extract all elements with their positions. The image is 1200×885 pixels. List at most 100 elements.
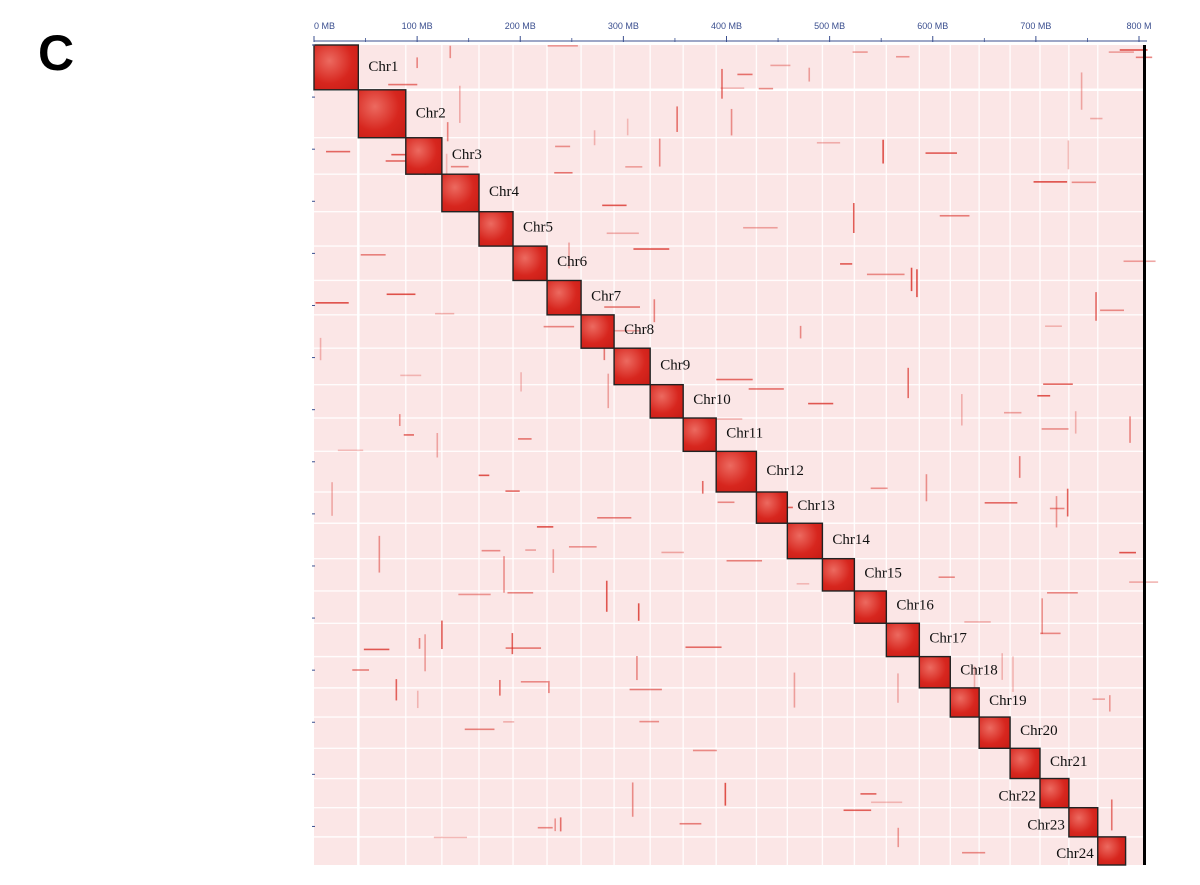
chromosome-label-chr15: Chr15 [864,565,902,581]
chromosome-label-chr10: Chr10 [693,392,731,408]
chromosome-label-chr14: Chr14 [832,532,870,548]
chromosome-label-chr24: Chr24 [1056,846,1094,862]
contact-signal-streak [464,728,495,731]
contact-signal-streak [1108,51,1134,53]
chromosome-block-chr14 [786,522,824,560]
contact-signal-streak [593,130,596,146]
chromosome-label-chr11: Chr11 [726,425,763,441]
contact-signal-streak [552,549,555,573]
chromosome-block-chr9 [613,347,651,386]
x-axis-tick-label: 600 MB [917,21,948,31]
contact-signal-streak [743,226,778,229]
contact-signal-streak [543,325,575,328]
contact-signal-streak [1043,383,1073,385]
x-axis-tick-label: 300 MB [608,21,639,31]
contact-signal-streak [637,603,640,621]
contact-signal-streak [478,474,490,477]
chromosome-label-chr17: Chr17 [929,631,967,647]
contact-signal-streak [499,679,501,696]
x-axis-tick-label: 200 MB [505,21,536,31]
chromosome-block-chr10 [649,383,684,419]
contact-signal-streak [1119,551,1136,554]
contact-signal-streak [925,474,928,502]
contact-signal-streak [603,329,640,332]
contact-signal-streak [721,68,723,99]
contact-signal-streak [1109,695,1111,712]
contact-signal-streak [395,679,398,701]
contact-signal-streak [441,620,443,650]
contact-signal-streak [1040,632,1061,635]
contact-signal-streak [360,254,386,256]
contact-signal-streak [714,418,743,420]
contact-signal-streak [400,374,422,377]
chromosome-label-chr23: Chr23 [1027,818,1065,834]
chromosome-block-chr7 [546,279,582,316]
chromosome-labels: Chr1 Chr2 Chr3 Chr4 Chr5 Chr6 Chr7 Chr8 Chr9 Chr1… [368,59,1094,862]
x-axis-tick-label: 500 MB [814,21,845,31]
contact-signal-streak [424,634,426,672]
chromosome-label-chr13: Chr13 [797,498,835,514]
contact-signal-streak [984,502,1018,504]
contact-signal-streak [547,45,578,47]
x-axis-tick-label: 100 MB [402,21,433,31]
chromosome-block-chr20 [978,716,1011,750]
chromosome-blocks [313,44,1127,866]
contact-signal-streak [416,57,418,69]
contact-signal-streak [758,87,774,90]
contact-signal-streak [897,827,900,848]
contact-signal-streak [720,87,745,89]
chromosome-label-chr20: Chr20 [1020,723,1058,739]
contact-signal-streak [1092,698,1105,700]
contact-signal-streak [730,108,733,136]
contact-signal-streak [852,203,855,233]
contact-signal-streak [1033,181,1068,183]
chromosome-block-chr11 [682,417,717,453]
contact-signal-streak [939,214,970,217]
contact-signal-streak [866,273,905,276]
contact-signal-streak [548,680,550,694]
contact-signal-streak [1090,117,1103,120]
contact-signal-streak [459,85,461,123]
contact-signal-streak [1041,428,1069,430]
chromosome-block-chr24 [1097,836,1127,866]
contact-signal-streak [808,402,834,405]
contact-signal-streak [896,55,910,58]
contact-signal-streak [633,248,670,250]
chromosome-label-chr6: Chr6 [557,254,588,270]
contact-signal-streak [554,818,556,832]
contact-signal-streak [445,153,448,183]
contact-signal-streak [724,782,727,806]
contact-signal-streak [916,269,918,298]
y-axis-ticks [312,44,315,827]
contact-signal-streak [536,526,554,528]
contact-signal-streak [378,535,381,573]
contact-signal-streak [435,312,455,315]
contact-signal-streak [870,487,888,490]
contact-signal-streak [604,306,641,308]
chromosome-block-chr22 [1039,777,1070,809]
chromosome-label-chr9: Chr9 [660,357,690,373]
chromosome-label-chr4: Chr4 [489,184,520,200]
chromosome-label-chr5: Chr5 [523,220,553,236]
contact-signal-streak [449,45,452,59]
chromosome-block-chr18 [918,655,951,689]
contact-signal-streak [554,171,573,174]
contact-signal-streak [1067,140,1070,170]
contact-signal-streak [1049,507,1065,510]
chromosome-block-chr13 [755,491,789,524]
contact-signal-streak [793,672,796,708]
chromosome-label-chr1: Chr1 [368,59,398,75]
contact-signal-streak [315,302,349,304]
contact-signal-streak [1074,411,1077,434]
contact-signal-streak [748,388,784,390]
contact-signal-streak [1129,416,1131,443]
contact-signal-streak [701,480,704,494]
contact-signal-streak [860,793,877,795]
contact-signal-streak [386,293,416,296]
chromosome-block-chr6 [512,245,548,282]
contact-signal-streak [653,299,656,323]
contact-signal-streak [716,378,753,381]
contact-signal-streak [518,438,532,440]
contact-signal-streak [352,669,370,671]
contact-signal-streak [1018,456,1021,478]
